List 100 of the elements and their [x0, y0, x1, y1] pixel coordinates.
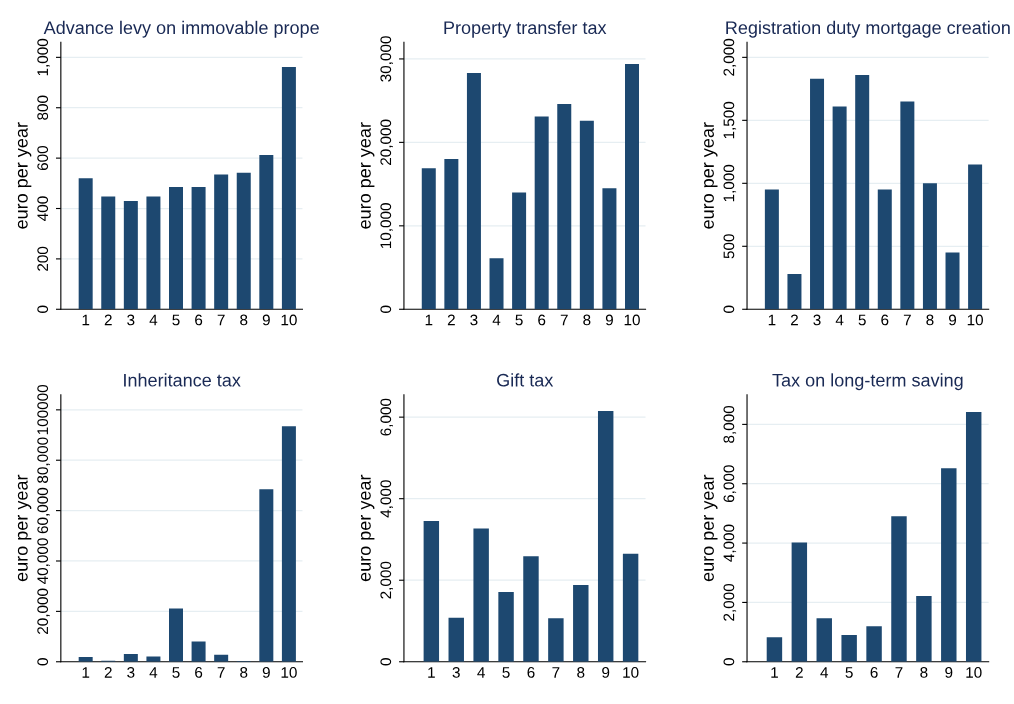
y-tick-label: 0 — [380, 658, 392, 666]
x-tick-label: 6 — [195, 314, 203, 326]
bar — [281, 66, 296, 310]
bar — [841, 635, 857, 662]
bar — [579, 120, 594, 310]
x-tick-label: 10 — [281, 667, 297, 678]
bar — [421, 168, 436, 310]
bar — [965, 411, 982, 662]
y-tick-label: 0 — [37, 305, 49, 313]
bar — [259, 155, 274, 310]
x-tick-label: 2 — [447, 314, 455, 326]
bar — [423, 521, 440, 662]
chart-title: Tax on long-term saving — [772, 373, 963, 391]
chart-title: Registration duty mortgage creation — [726, 20, 1010, 38]
bar — [259, 489, 274, 662]
bar — [236, 172, 251, 310]
x-tick-label: 8 — [240, 314, 248, 326]
x-tick-label: 9 — [945, 667, 953, 678]
x-tick-label: 5 — [172, 667, 180, 678]
y-tick-label: 500 — [723, 234, 735, 259]
bar — [866, 626, 882, 662]
x-tick-label: 9 — [605, 314, 613, 326]
x-tick-label: 6 — [881, 314, 889, 326]
x-tick-label: 7 — [903, 314, 911, 326]
y-tick-label: 1,000 — [723, 164, 737, 202]
bar — [787, 274, 802, 310]
y-tick-label: 0 — [723, 658, 735, 666]
bar — [169, 187, 183, 310]
bar — [123, 200, 138, 310]
y-tick-label: 2,000 — [723, 583, 737, 621]
bar — [78, 178, 93, 310]
x-tick-label: 10 — [281, 314, 297, 326]
bar — [473, 528, 489, 662]
chart-title: Gift tax — [497, 373, 554, 387]
x-tick-label: 6 — [527, 667, 535, 678]
bar — [622, 553, 639, 662]
x-tick-label: 2 — [795, 667, 803, 678]
chart-title: Advance levy on immovable prope — [43, 20, 319, 38]
y-tick-label: 80,000 — [37, 437, 50, 483]
bar — [922, 183, 937, 310]
x-tick-label: 9 — [262, 667, 270, 678]
y-axis-title: euro per year — [17, 122, 32, 229]
x-tick-label: 2 — [104, 314, 112, 326]
y-tick-label: 600 — [37, 145, 49, 171]
x-tick-label: 7 — [552, 667, 560, 678]
x-tick-label: 3 — [127, 314, 135, 326]
y-tick-label: 8,000 — [723, 405, 737, 443]
bar — [810, 78, 825, 310]
chart-title: Property transfer tax — [444, 20, 607, 38]
x-tick-label: 2 — [104, 667, 112, 678]
y-tick-label: 2,000 — [723, 38, 737, 76]
bar — [832, 106, 847, 310]
x-tick-label: 9 — [948, 314, 957, 326]
x-tick-label: 5 — [515, 314, 523, 326]
bar — [945, 252, 960, 310]
x-tick-label: 4 — [835, 314, 844, 326]
bar — [877, 189, 892, 310]
bar — [146, 656, 161, 662]
y-tick-label: 60,000 — [37, 487, 50, 534]
x-tick-label: 7 — [217, 667, 225, 678]
x-tick-label: 5 — [172, 314, 180, 326]
bar — [968, 164, 983, 310]
bar — [489, 258, 504, 310]
bar — [191, 187, 206, 310]
bar — [766, 637, 783, 662]
bar — [597, 411, 614, 662]
y-axis-title: euro per year — [17, 474, 32, 582]
x-tick-label: 3 — [470, 314, 478, 326]
y-tick-label: 800 — [37, 95, 49, 120]
x-tick-label: 8 — [920, 667, 928, 678]
y-tick-label: 10,000 — [380, 203, 393, 249]
chart-title: Inheritance tax — [124, 373, 241, 387]
y-axis-title: euro per year — [704, 474, 718, 582]
bar — [214, 174, 229, 310]
y-tick-label: 0 — [37, 658, 49, 666]
x-tick-label: 6 — [870, 667, 878, 678]
x-tick-label: 5 — [845, 667, 853, 678]
x-tick-label: 9 — [602, 667, 610, 678]
y-tick-label: 4,000 — [723, 524, 737, 562]
bar — [169, 608, 183, 662]
x-tick-label: 8 — [240, 667, 248, 678]
y-tick-label: 1,000 — [37, 38, 50, 76]
y-tick-label: 4,000 — [380, 480, 393, 518]
bar — [146, 196, 161, 310]
bar — [891, 516, 907, 662]
bar — [557, 103, 572, 310]
bar — [548, 618, 564, 662]
bar — [916, 595, 932, 662]
y-tick-label: 40,000 — [37, 538, 50, 584]
x-tick-label: 1 — [82, 667, 90, 678]
x-tick-label: 4 — [149, 314, 158, 326]
bar — [764, 189, 779, 310]
y-tick-label: 100000 — [37, 384, 49, 435]
y-tick-label: 0 — [723, 305, 735, 313]
bar — [523, 556, 539, 662]
bar — [602, 188, 617, 310]
x-tick-label: 7 — [217, 314, 225, 326]
x-tick-label: 7 — [560, 314, 568, 326]
x-tick-label: 10 — [624, 314, 640, 326]
x-tick-label: 3 — [813, 314, 821, 326]
